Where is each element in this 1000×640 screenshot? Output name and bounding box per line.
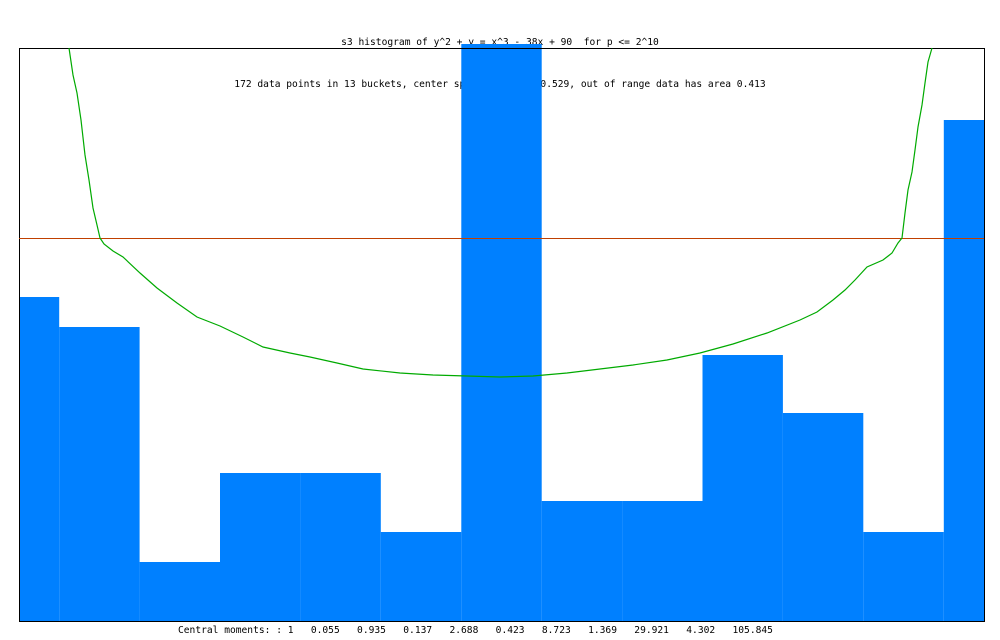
histogram-bar [139,562,220,621]
histogram-bar [380,532,462,621]
histogram-bar [220,473,301,621]
central-moments-text: Central moments: : 1 0.055 0.935 0.137 2… [178,625,773,636]
histogram-bar [943,120,984,621]
histogram-bars [19,44,984,621]
histogram-bar [19,297,60,621]
histogram-bar [300,473,381,621]
histogram-bar [782,413,864,621]
chart-title: s3 histogram of y^2 + y = x^3 - 38x + 90… [341,37,659,48]
histogram-bar [702,355,783,621]
histogram-bar [461,44,542,621]
histogram-bar [622,501,703,621]
histogram-bar [863,532,944,621]
density-curve [68,47,933,378]
histogram-bar [59,327,140,621]
histogram-bar [541,501,623,621]
plot-frame [19,48,985,622]
